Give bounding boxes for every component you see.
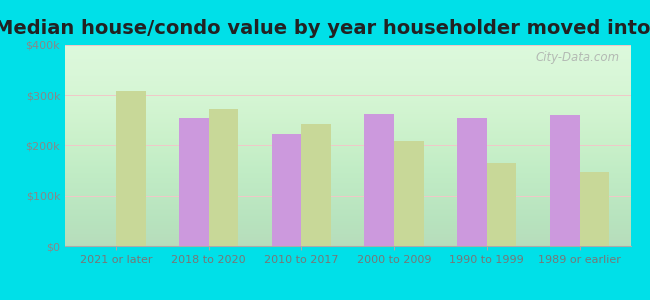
Bar	[457, 118, 487, 246]
Bar	[272, 134, 302, 246]
Bar	[302, 124, 331, 246]
Bar	[179, 118, 209, 246]
Bar	[487, 163, 517, 246]
Text: City-Data.com: City-Data.com	[535, 51, 619, 64]
Bar	[209, 109, 239, 246]
Bar	[365, 114, 394, 246]
Title: Median house/condo value by year householder moved into unit: Median house/condo value by year househo…	[0, 19, 650, 38]
Bar	[116, 91, 146, 246]
Bar	[394, 142, 424, 246]
Bar	[580, 172, 609, 246]
Bar	[550, 115, 580, 246]
